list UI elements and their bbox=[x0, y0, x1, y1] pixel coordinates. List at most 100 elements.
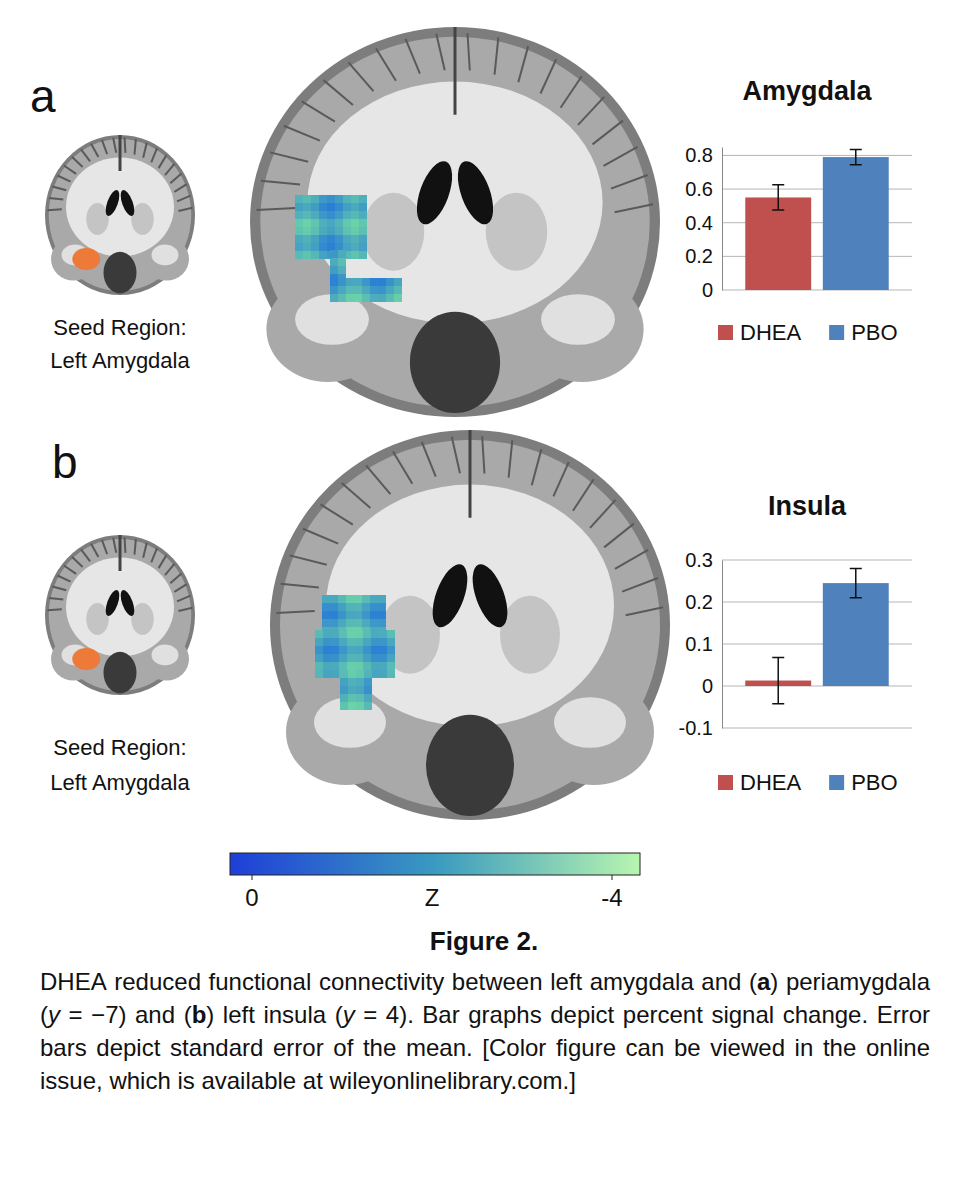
y-tick: 0 bbox=[702, 675, 722, 697]
grid-line bbox=[722, 155, 912, 156]
colorbar-title: Z bbox=[425, 884, 440, 911]
white-matter bbox=[66, 157, 174, 256]
white-matter bbox=[295, 294, 369, 345]
sulcus bbox=[47, 208, 61, 211]
seed-label: Left Amygdala bbox=[50, 770, 190, 795]
caption-text: at bbox=[303, 1067, 323, 1094]
cluster-voxel bbox=[351, 211, 359, 219]
cluster-voxel bbox=[338, 278, 346, 286]
cluster-voxel bbox=[387, 630, 395, 638]
cluster-voxel bbox=[319, 211, 327, 219]
sulcus bbox=[143, 543, 147, 558]
cluster-voxel bbox=[359, 227, 367, 235]
chart-title: Insula bbox=[768, 491, 847, 521]
cluster-voxel bbox=[379, 638, 387, 646]
cluster-voxel bbox=[319, 219, 327, 227]
sulcus bbox=[284, 126, 320, 141]
white-matter bbox=[554, 697, 626, 748]
cluster-voxel bbox=[371, 646, 379, 654]
cluster-voxel bbox=[370, 595, 378, 603]
sulcus bbox=[165, 164, 175, 175]
y-tick: 0.1 bbox=[685, 633, 722, 655]
cluster-voxel bbox=[354, 286, 362, 294]
ventricle bbox=[466, 560, 515, 632]
cluster-voxel bbox=[347, 646, 355, 654]
cluster-voxel bbox=[378, 603, 386, 611]
sulcus bbox=[143, 143, 147, 158]
cluster-voxel bbox=[364, 686, 372, 694]
brain-base bbox=[426, 715, 514, 816]
caption-text: signal bbox=[711, 1001, 774, 1028]
white-matter bbox=[66, 557, 174, 656]
caption-text: is bbox=[177, 1067, 194, 1094]
cluster-voxel bbox=[346, 294, 354, 302]
cluster-voxel bbox=[335, 195, 343, 203]
caption-text: amygdala bbox=[590, 968, 695, 995]
y-tick: 0.2 bbox=[685, 245, 722, 267]
cluster-voxel bbox=[340, 678, 348, 686]
cluster-voxel bbox=[330, 286, 338, 294]
cluster-voxel bbox=[327, 227, 335, 235]
sulcus bbox=[611, 175, 648, 189]
sulcus bbox=[174, 584, 186, 592]
sulcus bbox=[495, 37, 499, 74]
cluster-voxel bbox=[339, 646, 347, 654]
sulcus bbox=[72, 557, 83, 567]
sulcus bbox=[170, 573, 181, 583]
cluster-voxel bbox=[356, 694, 364, 702]
cluster-voxel bbox=[295, 203, 303, 211]
caption-text: and bbox=[701, 968, 741, 995]
cluster-voxel bbox=[327, 203, 335, 211]
cluster-voxel bbox=[362, 603, 370, 611]
seed-label: Left Amygdala bbox=[50, 348, 190, 373]
tick-label: 0.6 bbox=[685, 178, 713, 200]
midline bbox=[469, 430, 472, 518]
y-tick: 0.4 bbox=[685, 212, 722, 234]
caption-text: left bbox=[550, 968, 582, 995]
midline bbox=[119, 535, 122, 571]
cluster-voxel bbox=[354, 603, 362, 611]
sulcus bbox=[578, 97, 604, 125]
cluster-voxel bbox=[343, 203, 351, 211]
cluster-voxel bbox=[303, 243, 311, 251]
cluster-voxel bbox=[319, 195, 327, 203]
tick-label: 0.1 bbox=[685, 633, 713, 655]
seed-region bbox=[72, 248, 100, 270]
caption-text: DHEA bbox=[40, 968, 107, 995]
cluster-voxel bbox=[386, 294, 394, 302]
cluster-voxel bbox=[386, 278, 394, 286]
bar bbox=[823, 157, 889, 290]
caption-text: between bbox=[452, 968, 543, 995]
caption-text: Bar bbox=[422, 1001, 459, 1028]
cluster-voxel bbox=[370, 286, 378, 294]
cluster-voxel bbox=[370, 619, 378, 627]
sulcus bbox=[178, 208, 192, 211]
cluster-voxel bbox=[327, 243, 335, 251]
basal-ganglia bbox=[486, 193, 548, 271]
sulcus bbox=[102, 140, 107, 154]
sulcus bbox=[604, 524, 634, 548]
brain-outline bbox=[45, 135, 195, 295]
caption-text: y bbox=[46, 1001, 62, 1028]
cluster-voxel bbox=[347, 630, 355, 638]
cluster-voxel bbox=[363, 630, 371, 638]
colorbar-tick-label: -4 bbox=[601, 884, 622, 911]
sulcus bbox=[64, 566, 76, 574]
basal-ganglia bbox=[86, 603, 109, 635]
sulcus bbox=[124, 138, 127, 153]
cluster-voxel bbox=[303, 227, 311, 235]
colorbar-ramp bbox=[230, 853, 640, 875]
tick-label: 0.3 bbox=[685, 549, 713, 571]
cluster-voxel bbox=[339, 654, 347, 662]
cluster-voxel bbox=[346, 603, 354, 611]
cluster-voxel bbox=[351, 227, 359, 235]
cluster-voxel bbox=[323, 630, 331, 638]
cluster-voxel bbox=[346, 611, 354, 619]
cluster-voxel bbox=[340, 686, 348, 694]
white-matter bbox=[314, 697, 386, 748]
sulcus bbox=[57, 175, 70, 181]
cluster-voxel bbox=[331, 654, 339, 662]
brain-outline bbox=[270, 430, 670, 820]
caption-text: standard bbox=[170, 1034, 263, 1061]
white-matter bbox=[152, 245, 179, 266]
